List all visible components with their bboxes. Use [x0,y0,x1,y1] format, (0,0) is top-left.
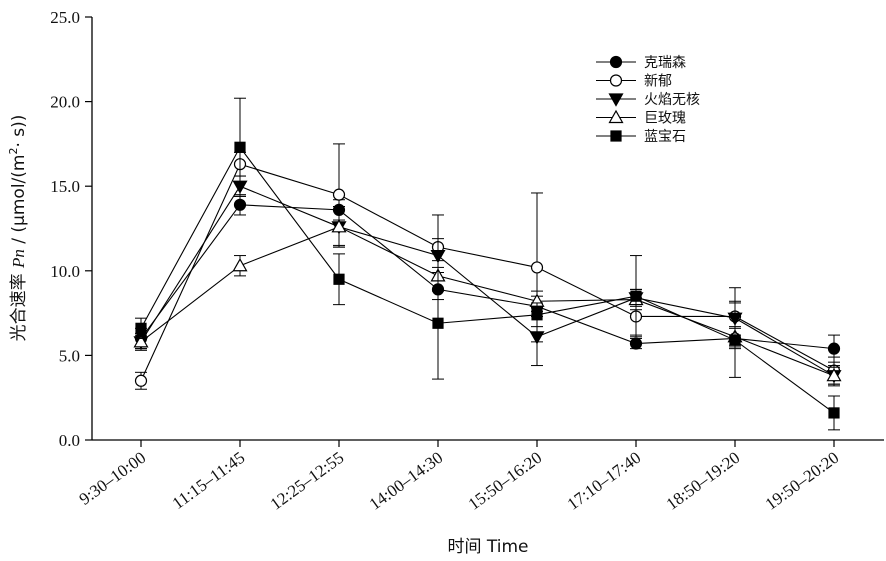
legend-marker [610,130,622,142]
data-point [232,258,248,272]
series-line [140,226,835,377]
y-axis-title: 光合速率 Pn / (μmol/(m2· s)) [7,115,29,342]
y-tick-label: 5.0 [59,346,80,365]
y-tick-label: 25.0 [50,8,80,27]
x-tick-label: 15:50–16:20 [465,448,546,514]
data-point [629,337,643,350]
y-tick-label: 0.0 [59,431,80,450]
legend-marker [609,55,623,69]
data-point [531,309,543,321]
data-point [331,219,347,233]
axes [91,17,884,441]
legend-item: 火焰无核 [596,92,700,108]
legend-item: 巨玫瑰 [596,109,686,127]
y-tick-label: 10.0 [50,262,80,281]
x-tick-label: 18:50–19:20 [663,448,744,514]
y-axis-title-suffix: · s)) [9,115,29,148]
legend-item: 蓝宝石 [596,129,686,145]
y-axis-title-unit: / (μmol/(m [9,155,29,250]
x-tick-label: 14:00–14:30 [366,448,447,514]
legend-label: 新郁 [644,74,672,90]
legend-label: 巨玫瑰 [644,111,686,127]
y-axis-title-prefix: 光合速率 [9,268,29,341]
data-point [135,322,147,334]
x-axis-title: 时间 Time [447,537,528,557]
data-point [234,141,246,153]
x-tick-label: 19:50–20:20 [762,448,843,514]
x-tick-label: 17:10–17:40 [564,448,645,514]
y-tick-label: 15.0 [50,177,80,196]
x-ticks: 9:30–10:00 11:15–11:45 12:25–12:55 14:00–14… [76,440,843,514]
data-point [530,261,544,274]
legend-marker [608,109,624,124]
legend-label: 火焰无核 [644,92,700,108]
data-point [826,367,842,382]
series-layer [133,97,842,431]
legend-marker [608,93,624,107]
data-point [332,188,346,201]
data-point [134,374,148,387]
data-point [133,334,149,348]
data-point [333,273,345,285]
series-line [140,185,835,377]
x-tick-label: 12:25–12:55 [267,448,348,514]
data-point [630,290,642,302]
legend-label: 蓝宝石 [644,129,686,145]
legend-marker [609,74,623,87]
data-point [827,342,841,355]
y-tick-label: 20.0 [50,93,80,112]
series-line [140,146,835,414]
data-point [729,334,741,346]
x-tick-label: 11:15–11:45 [169,448,249,513]
data-point [432,317,444,329]
series-5 [135,97,840,431]
y-axis-title-superscript: 2 [7,148,20,155]
data-point [529,331,545,345]
legend-label: 克瑞森 [644,55,686,71]
series-line [140,204,835,350]
data-point [828,407,840,419]
data-point [430,249,446,264]
data-point [233,198,247,211]
y-ticks: 0.0 5.0 10.0 15.0 20.0 25.0 [50,8,92,450]
x-tick-label: 9:30–10:00 [76,448,150,509]
legend-item: 克瑞森 [596,55,686,71]
legend-item: 新郁 [596,74,672,90]
y-axis-title-symbol: Pn [9,249,28,269]
